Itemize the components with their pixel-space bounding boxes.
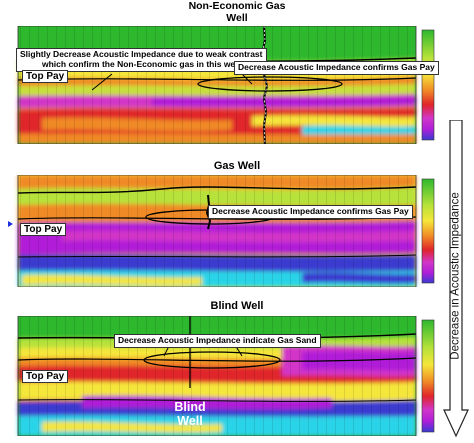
panel-1-top-pay-label: Top Pay [22, 70, 69, 83]
panel-1-trace-grid [18, 26, 416, 144]
panel-1-callout-right: Decrease Acoustic Impedance confirms Gas… [234, 61, 439, 75]
panel-2-top-pay-label: Top Pay [20, 223, 67, 236]
panel-2-well-log [205, 194, 212, 230]
panel-2-top-horizon [17, 186, 417, 194]
down-arrow-icon [443, 120, 469, 438]
panel-2-trace-grid [18, 175, 416, 287]
panel-1-left-callout-pointer [91, 73, 113, 91]
panel-2-top-pay-marker [8, 221, 13, 227]
panel-3-top-pay-label: Top Pay [22, 370, 69, 383]
impedance-direction-arrow [443, 120, 469, 438]
panel-1-seismic-section [17, 26, 435, 144]
panel-1-color-bar [421, 29, 435, 141]
panel-3-color-bar [421, 319, 435, 433]
panel-3-seismic-section [17, 316, 435, 436]
panel-2-section: Decrease Acoustic Impedance confirms Gas… [2, 175, 440, 287]
panel-2-base-horizon [17, 254, 417, 258]
panel-3-blind-label-line1: Blind [174, 400, 206, 414]
panel-3-base-horizon [17, 399, 417, 402]
panel-1-section: Slightly Decrease Acoustic Impedance due… [2, 26, 440, 144]
panel-3-callout: Decrease Acoustic Impedance indicate Gas… [114, 334, 321, 348]
panel-3-gas-sand-ellipse [143, 351, 281, 369]
panel-1-callout-left-line2: which confirm the Non-Economic gas in th… [42, 58, 240, 69]
panel-2-color-bar [421, 178, 435, 284]
panel-3-blind-well-label: Blind Well [162, 400, 218, 429]
panel-1-callout-left: Slightly Decrease Acoustic Impedance due… [16, 48, 267, 72]
panel-3-blind-label-line2: Well [177, 414, 203, 429]
side-axis-label-text: Decrease in Acoustic Impedance [450, 192, 463, 360]
panel-1-title-line1: Non-Economic Gas [188, 0, 286, 12]
panel-1-callout-left-line1: Slightly Decrease Acoustic Impedance due… [20, 49, 263, 59]
panel-2-title: Gas Well [213, 160, 261, 172]
panel-3-section: Decrease Acoustic Impedance indicate Gas… [2, 316, 440, 436]
panel-3-title: Blind Well [210, 300, 264, 312]
panel-1-gas-pay-ellipse [197, 76, 343, 92]
side-axis-label: Decrease in Acoustic Impedance [446, 140, 466, 412]
panel-3-top-pay-horizon [17, 357, 417, 362]
panel-1-title: Non-Economic Gas Well [0, 0, 474, 24]
panel-2-callout: Decrease Acoustic Impedance confirms Gas… [208, 205, 413, 219]
panel-1-well-log [261, 26, 269, 144]
panel-1-title-line2: Well [226, 12, 248, 24]
panel-2-seismic-section [8, 175, 435, 287]
panel-1-callout-pointer [241, 73, 253, 85]
